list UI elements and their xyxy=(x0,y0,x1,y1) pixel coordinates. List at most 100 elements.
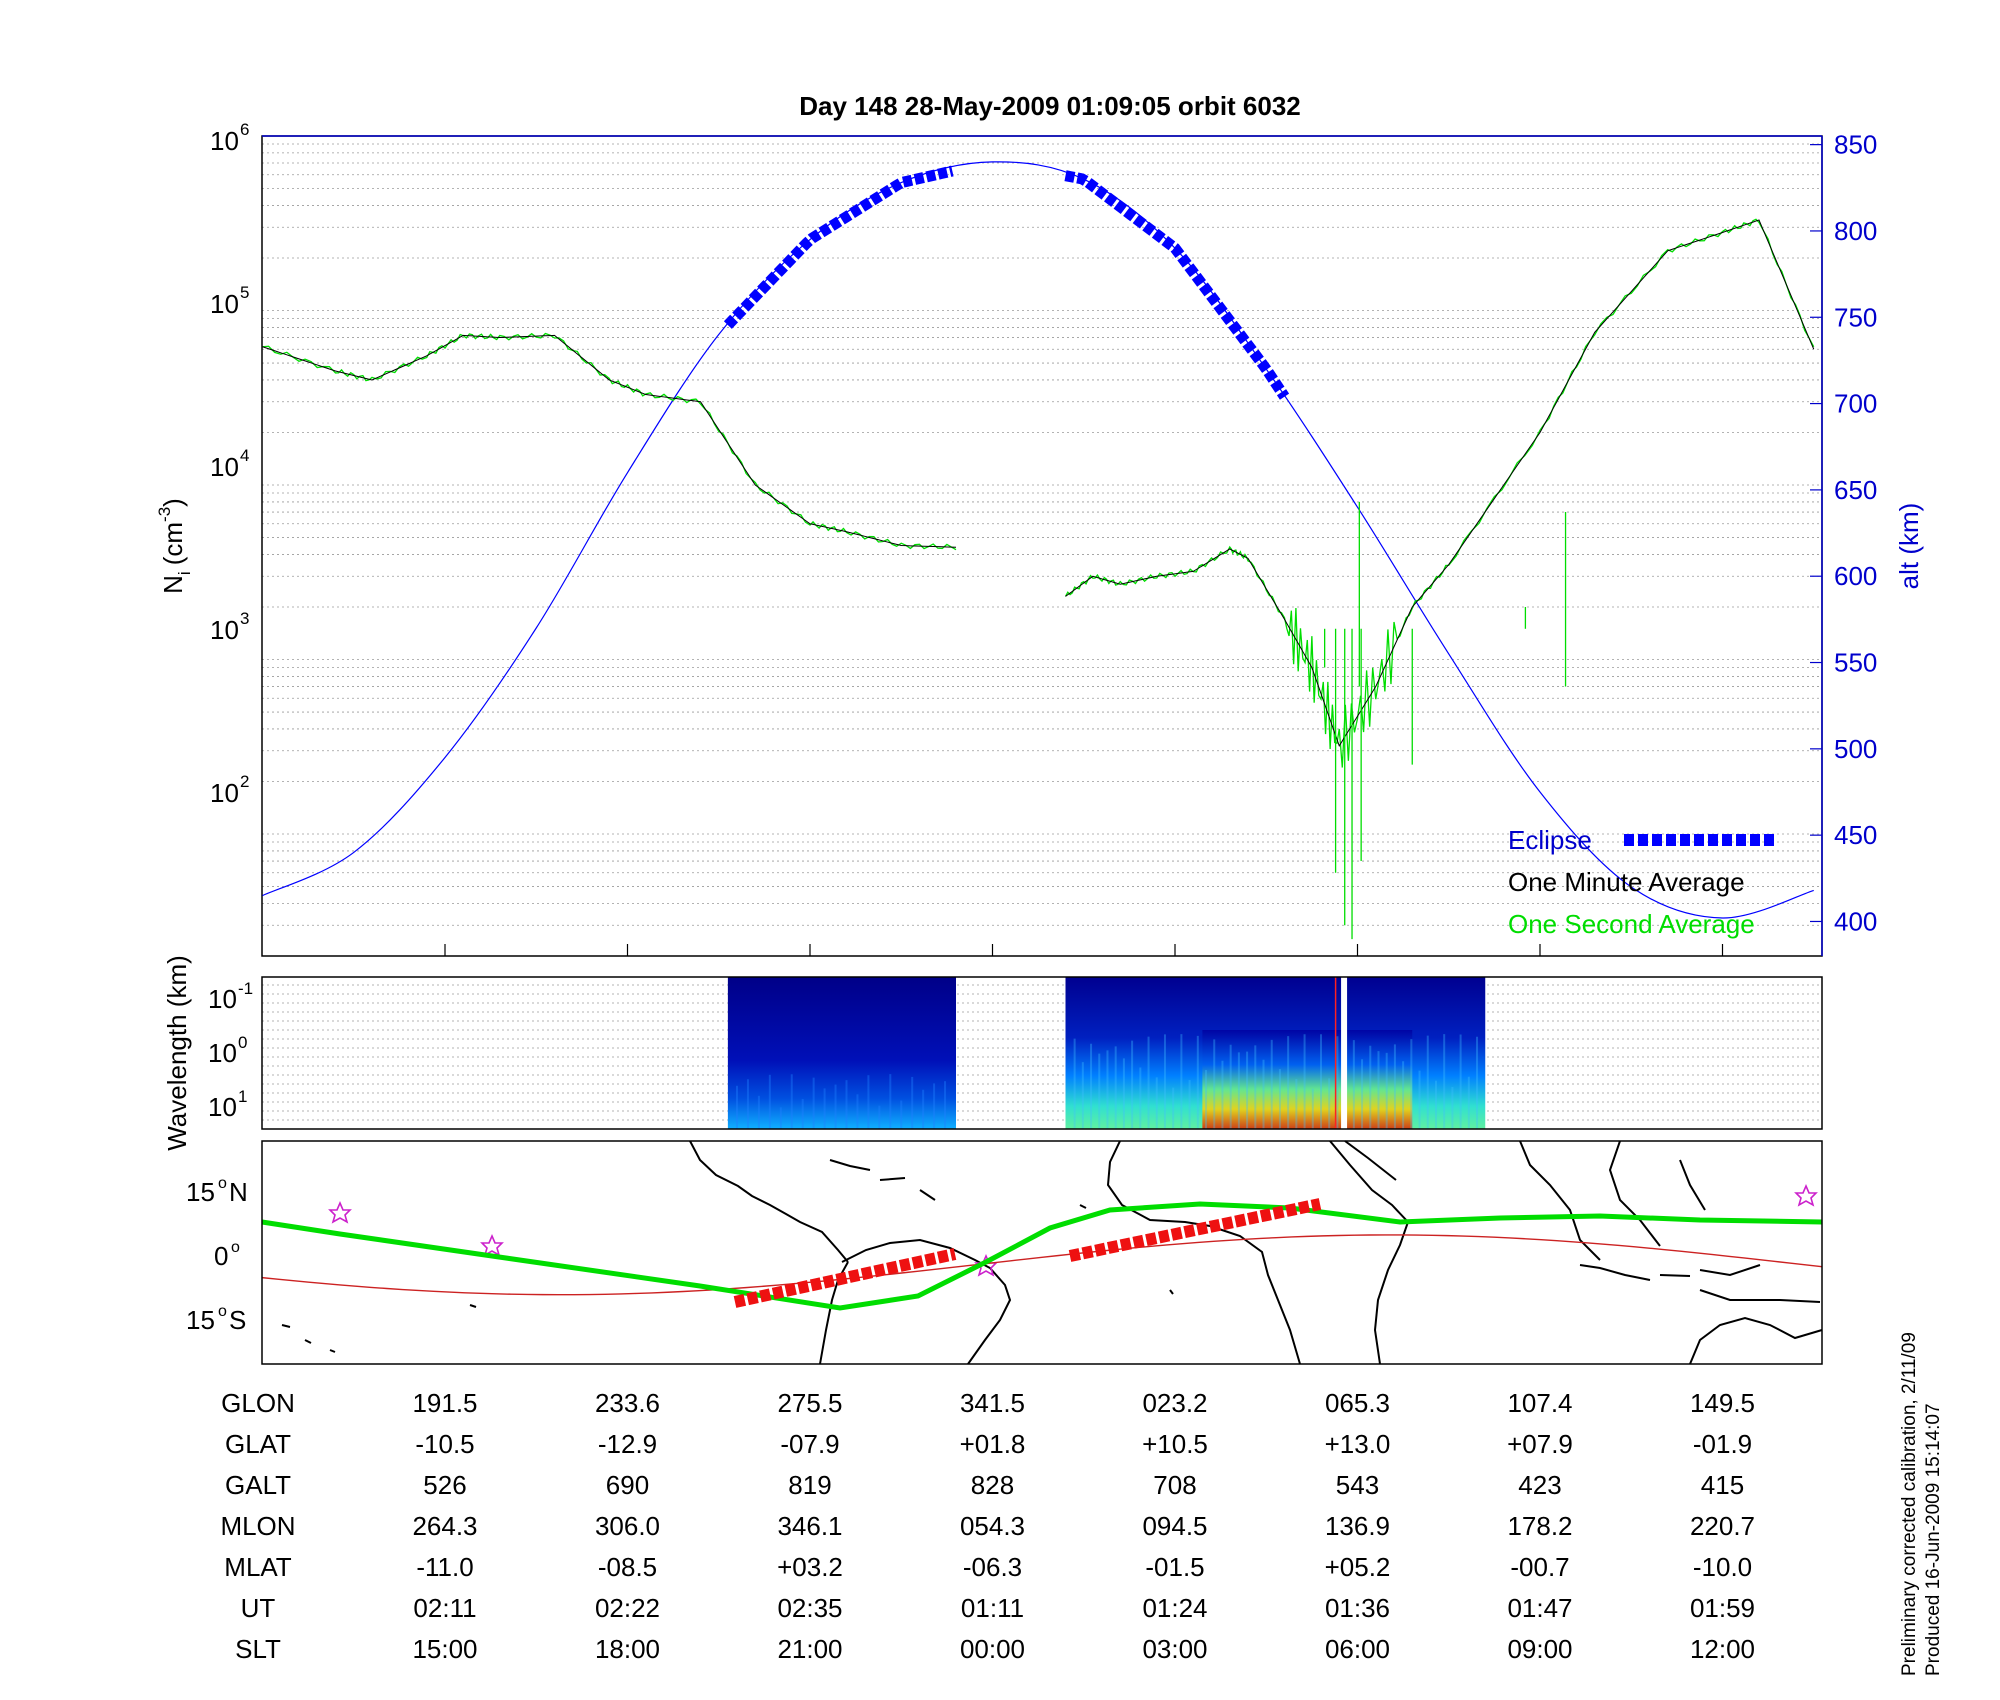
y-tick-base: 10 xyxy=(210,126,239,156)
table-cell: 233.6 xyxy=(595,1388,660,1418)
y-tick-label-1e4: 10 4 xyxy=(210,446,249,482)
table-cell: -06.3 xyxy=(963,1552,1022,1582)
table-cell: 107.4 xyxy=(1507,1388,1572,1418)
coastline-central-america xyxy=(689,1140,849,1263)
table-cell: 191.5 xyxy=(412,1388,477,1418)
table-cell: 346.1 xyxy=(777,1511,842,1541)
table-cell: 00:00 xyxy=(960,1634,1025,1664)
table-cell: +13.0 xyxy=(1325,1429,1391,1459)
table-row-label: GALT xyxy=(225,1470,291,1500)
map-frame xyxy=(261,1140,1823,1365)
table-cell: -10.5 xyxy=(415,1429,474,1459)
y-tick-label-1e2: 10 2 xyxy=(210,772,249,808)
legend-item-minute: One Minute Average xyxy=(1508,867,1745,897)
table-cell: 02:35 xyxy=(777,1593,842,1623)
wave-tick-1e0: 10 0 xyxy=(208,1033,247,1068)
table-cell: 09:00 xyxy=(1507,1634,1572,1664)
spectrogram-bands xyxy=(727,977,1486,1129)
table-cell: 21:00 xyxy=(777,1634,842,1664)
y-tick-exp: 5 xyxy=(240,283,249,302)
table-cell: 12:00 xyxy=(1690,1634,1755,1664)
lat-tick-hem: N xyxy=(229,1177,248,1207)
lat-tick-deg: 15 xyxy=(186,1177,215,1207)
legend-label: One Second Average xyxy=(1508,909,1755,939)
coastline-indonesia xyxy=(1579,1264,1821,1303)
wave-tick-base: 10 xyxy=(208,984,237,1014)
y-label-unit-sup: -3 xyxy=(155,507,174,522)
spectrogram-hot-region xyxy=(1202,1030,1413,1129)
table-cell: 415 xyxy=(1701,1470,1744,1500)
table-cell: 01:36 xyxy=(1325,1593,1390,1623)
y-tick-exp: 6 xyxy=(240,120,249,139)
lat-tick-0: 0 o xyxy=(214,1239,240,1271)
lat-tick-degree-sign: o xyxy=(231,1239,240,1256)
table-row-label: GLON xyxy=(221,1388,295,1418)
table-cell: 341.5 xyxy=(960,1388,1025,1418)
lat-tick-15n: 15 o N xyxy=(186,1175,248,1207)
spectrogram-gap xyxy=(1341,977,1348,1129)
produced-note: Produced 16-Jun-2009 15:14:07 xyxy=(1923,1403,1944,1676)
wave-tick-1e1: 10 1 xyxy=(208,1087,247,1122)
right-axis-label: alt (km) xyxy=(1894,503,1924,590)
table-cell: 094.5 xyxy=(1142,1511,1207,1541)
altitude-line xyxy=(262,161,1814,919)
table-cell: -10.0 xyxy=(1693,1552,1752,1582)
map-y-ticks: 15 o N 0 o 15 o S xyxy=(186,1175,248,1335)
table-cell: 01:11 xyxy=(961,1593,1024,1623)
y2-tick-label: 650 xyxy=(1834,475,1877,505)
star-marker xyxy=(328,1200,352,1224)
spectrogram-frame xyxy=(261,976,1823,1130)
table-cell: 264.3 xyxy=(412,1511,477,1541)
table-cell: 220.7 xyxy=(1690,1511,1755,1541)
y2-tick-label: 850 xyxy=(1834,130,1877,160)
table-cell: 690 xyxy=(606,1470,649,1500)
y-tick-base: 10 xyxy=(210,615,239,645)
y-tick-base: 10 xyxy=(210,452,239,482)
table-cell: 543 xyxy=(1336,1470,1379,1500)
legend-label: Eclipse xyxy=(1508,825,1592,855)
table-cell: 306.0 xyxy=(595,1511,660,1541)
table-cell: +07.9 xyxy=(1507,1429,1573,1459)
orbit-table: GLON 191.5 233.6 275.5 341.5 023.2 065.3 107.4 1… xyxy=(220,1388,1755,1664)
y-label-n: N xyxy=(158,575,188,594)
table-cell: 18:00 xyxy=(595,1634,660,1664)
table-row-label: GLAT xyxy=(225,1429,291,1459)
table-cell: -01.5 xyxy=(1145,1552,1204,1582)
y-tick-exp: 3 xyxy=(240,609,249,628)
table-row-label: MLON xyxy=(220,1511,295,1541)
y-label-unit: (cm xyxy=(158,522,188,565)
table-cell: 819 xyxy=(788,1470,831,1500)
y-tick-label-1e6: 10 6 xyxy=(210,120,249,156)
second-average-line xyxy=(1064,218,1815,768)
legend-item-second: One Second Average xyxy=(1508,909,1755,939)
altitude-series xyxy=(262,161,1814,919)
table-cell: 02:11 xyxy=(413,1593,476,1623)
table-row-label: SLT xyxy=(235,1634,281,1664)
table-cell: 02:22 xyxy=(595,1593,660,1623)
second-average-line xyxy=(262,332,957,551)
main-panel-grid xyxy=(262,135,1822,957)
table-cell: -11.0 xyxy=(416,1552,473,1582)
lat-tick-15s: 15 o S xyxy=(186,1303,246,1335)
table-cell: 423 xyxy=(1518,1470,1561,1500)
y-tick-exp: 2 xyxy=(240,772,249,791)
eclipse-track-segment xyxy=(1068,1198,1322,1262)
spectrogram-band xyxy=(727,977,956,1129)
table-cell: 06:00 xyxy=(1325,1634,1390,1664)
minute-average-line xyxy=(262,334,957,548)
coastline-gulf xyxy=(1344,1140,1397,1181)
spectrogram-y-ticks: 10 -1 10 0 10 1 xyxy=(208,979,253,1122)
y-tick-base: 10 xyxy=(210,778,239,808)
table-cell: 01:59 xyxy=(1690,1593,1755,1623)
table-cell: 023.2 xyxy=(1142,1388,1207,1418)
map-background xyxy=(262,1141,1822,1364)
y2-tick-label: 500 xyxy=(1834,734,1877,764)
y-tick-exp: 4 xyxy=(240,446,249,465)
coastline-caribbean xyxy=(829,1159,936,1201)
table-cell: 01:24 xyxy=(1142,1593,1207,1623)
map-panel xyxy=(261,1140,1823,1365)
table-cell: +05.2 xyxy=(1325,1552,1391,1582)
lat-tick-deg: 0 xyxy=(214,1241,228,1271)
y2-tick-label: 550 xyxy=(1834,648,1877,678)
table-cell: 708 xyxy=(1153,1470,1196,1500)
